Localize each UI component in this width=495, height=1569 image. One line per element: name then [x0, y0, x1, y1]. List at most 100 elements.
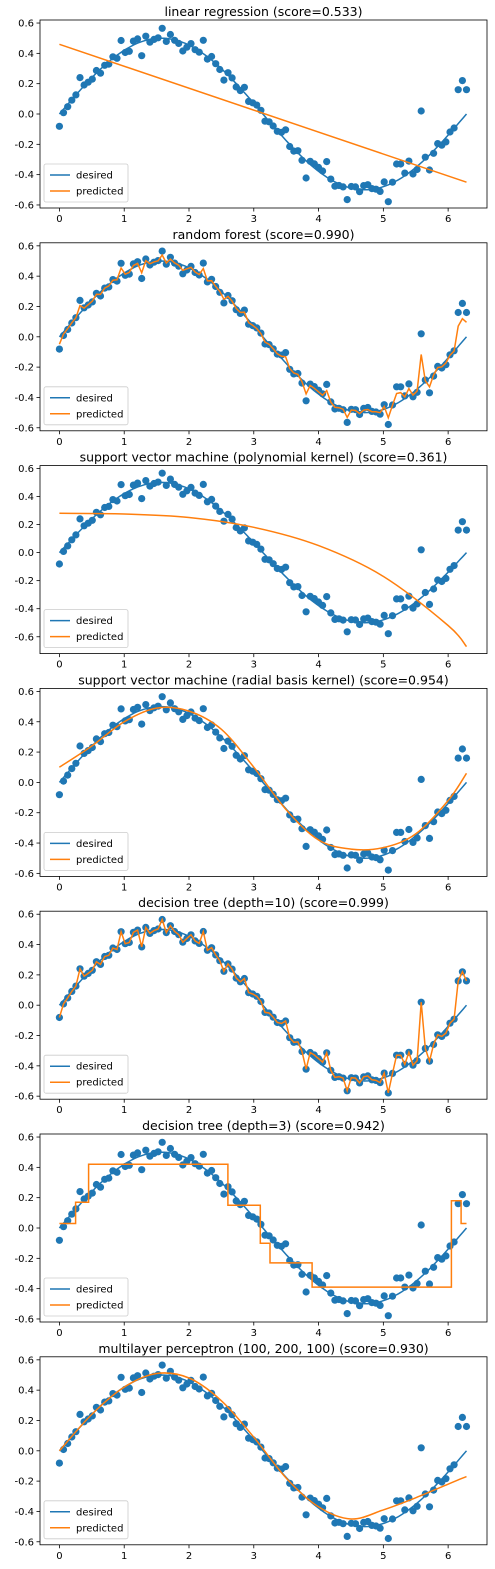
chart-title: support vector machine (polynomial kerne…	[80, 450, 448, 465]
data-point	[158, 24, 166, 32]
data-point	[76, 1410, 84, 1418]
data-point	[384, 866, 392, 874]
y-tick-label: 0.6	[18, 687, 34, 698]
data-point	[117, 1373, 125, 1381]
data-point	[187, 40, 195, 48]
y-tick-label: 0.2	[18, 970, 34, 981]
legend-box	[43, 832, 129, 871]
data-point	[134, 703, 142, 711]
chart-title: multilayer perceptron (100, 200, 100) (s…	[98, 1341, 428, 1356]
x-tick-label: 6	[445, 214, 451, 225]
data-point	[216, 734, 224, 742]
y-tick-label: 0.0	[18, 778, 34, 789]
data-point	[88, 75, 96, 83]
data-point	[212, 502, 220, 510]
data-point	[154, 34, 162, 42]
data-point	[425, 1503, 434, 1511]
x-tick-label: 6	[445, 1328, 451, 1339]
legend-box	[43, 609, 129, 648]
data-point	[421, 153, 429, 161]
data-point	[343, 1532, 351, 1540]
chart-panel-3: support vector machine (polynomial kerne…	[14, 450, 488, 671]
legend-label-predicted: predicted	[76, 1301, 123, 1312]
x-tick-label: 1	[121, 660, 127, 671]
x-tick-label: 1	[121, 1551, 127, 1562]
data-point	[269, 560, 277, 568]
data-point	[138, 1166, 146, 1174]
data-point	[220, 1413, 228, 1421]
legend-label-predicted: predicted	[76, 1078, 123, 1089]
y-tick-label: 0.0	[18, 332, 34, 343]
data-point	[224, 1405, 232, 1414]
data-point	[125, 1384, 133, 1392]
data-point	[76, 74, 84, 82]
data-point	[154, 478, 162, 486]
data-point	[454, 308, 462, 317]
x-tick-label: 3	[251, 1328, 257, 1339]
legend-label-predicted: predicted	[76, 855, 123, 866]
data-point	[105, 502, 113, 510]
y-tick-label: 0.4	[18, 1163, 34, 1174]
data-point	[450, 1238, 458, 1246]
data-point	[142, 32, 150, 40]
x-tick-label: 4	[315, 214, 321, 225]
data-point	[88, 1189, 96, 1197]
data-point	[319, 390, 327, 398]
data-point	[442, 806, 450, 814]
y-tick-label: 0.2	[18, 1416, 34, 1427]
data-point	[450, 562, 458, 570]
data-point	[430, 149, 438, 157]
data-point	[417, 107, 425, 115]
data-point	[351, 1520, 360, 1528]
y-tick-label: -0.2	[14, 1254, 34, 1265]
data-point	[405, 1271, 413, 1279]
y-tick-label: -0.2	[14, 1477, 34, 1488]
x-tick-label: 4	[315, 1328, 321, 1339]
data-point	[224, 737, 232, 745]
data-point	[158, 1138, 166, 1146]
data-point	[388, 1515, 397, 1523]
legend-label-predicted: predicted	[76, 187, 123, 198]
data-point	[388, 178, 397, 186]
data-point	[298, 156, 306, 164]
data-point	[343, 196, 351, 204]
data-point	[356, 1302, 364, 1310]
data-point	[462, 1200, 471, 1208]
data-point	[462, 526, 471, 534]
chart-panel-1: linear regression (score=0.533) 0 1 2 3 4 5 6 -0…	[14, 4, 488, 225]
data-point	[175, 483, 183, 491]
data-point	[294, 369, 302, 378]
data-point	[166, 30, 174, 39]
data-point	[220, 1190, 228, 1198]
data-point	[376, 1301, 384, 1309]
data-point	[96, 511, 105, 519]
data-point	[166, 475, 174, 483]
x-tick-label: 6	[445, 1551, 451, 1562]
data-point	[88, 516, 96, 524]
x-tick-label: 4	[315, 437, 321, 448]
data-point	[302, 174, 310, 182]
x-tick-label: 3	[251, 1105, 257, 1116]
data-point	[286, 142, 294, 151]
data-point	[351, 851, 360, 859]
y-tick-label: 0.4	[18, 492, 34, 503]
data-point	[224, 510, 232, 518]
y-tick-label: -0.2	[14, 808, 34, 819]
data-point	[162, 37, 170, 46]
predicted-line	[59, 512, 468, 648]
data-point	[105, 1174, 113, 1182]
data-point	[59, 777, 68, 785]
chart-title: random forest (score=0.990)	[172, 227, 354, 242]
data-point	[405, 825, 413, 834]
data-point	[142, 255, 150, 263]
data-point	[397, 160, 405, 168]
plot-area	[55, 915, 471, 1097]
y-tick-label: 0.2	[18, 1193, 34, 1204]
data-point	[113, 54, 121, 62]
data-point	[166, 253, 174, 261]
legend-label-desired: desired	[76, 1062, 113, 1073]
y-tick-label: -0.4	[14, 170, 34, 181]
data-point	[454, 1422, 462, 1431]
chart-title: decision tree (depth=3) (score=0.942)	[142, 1118, 385, 1133]
data-point	[425, 389, 434, 397]
